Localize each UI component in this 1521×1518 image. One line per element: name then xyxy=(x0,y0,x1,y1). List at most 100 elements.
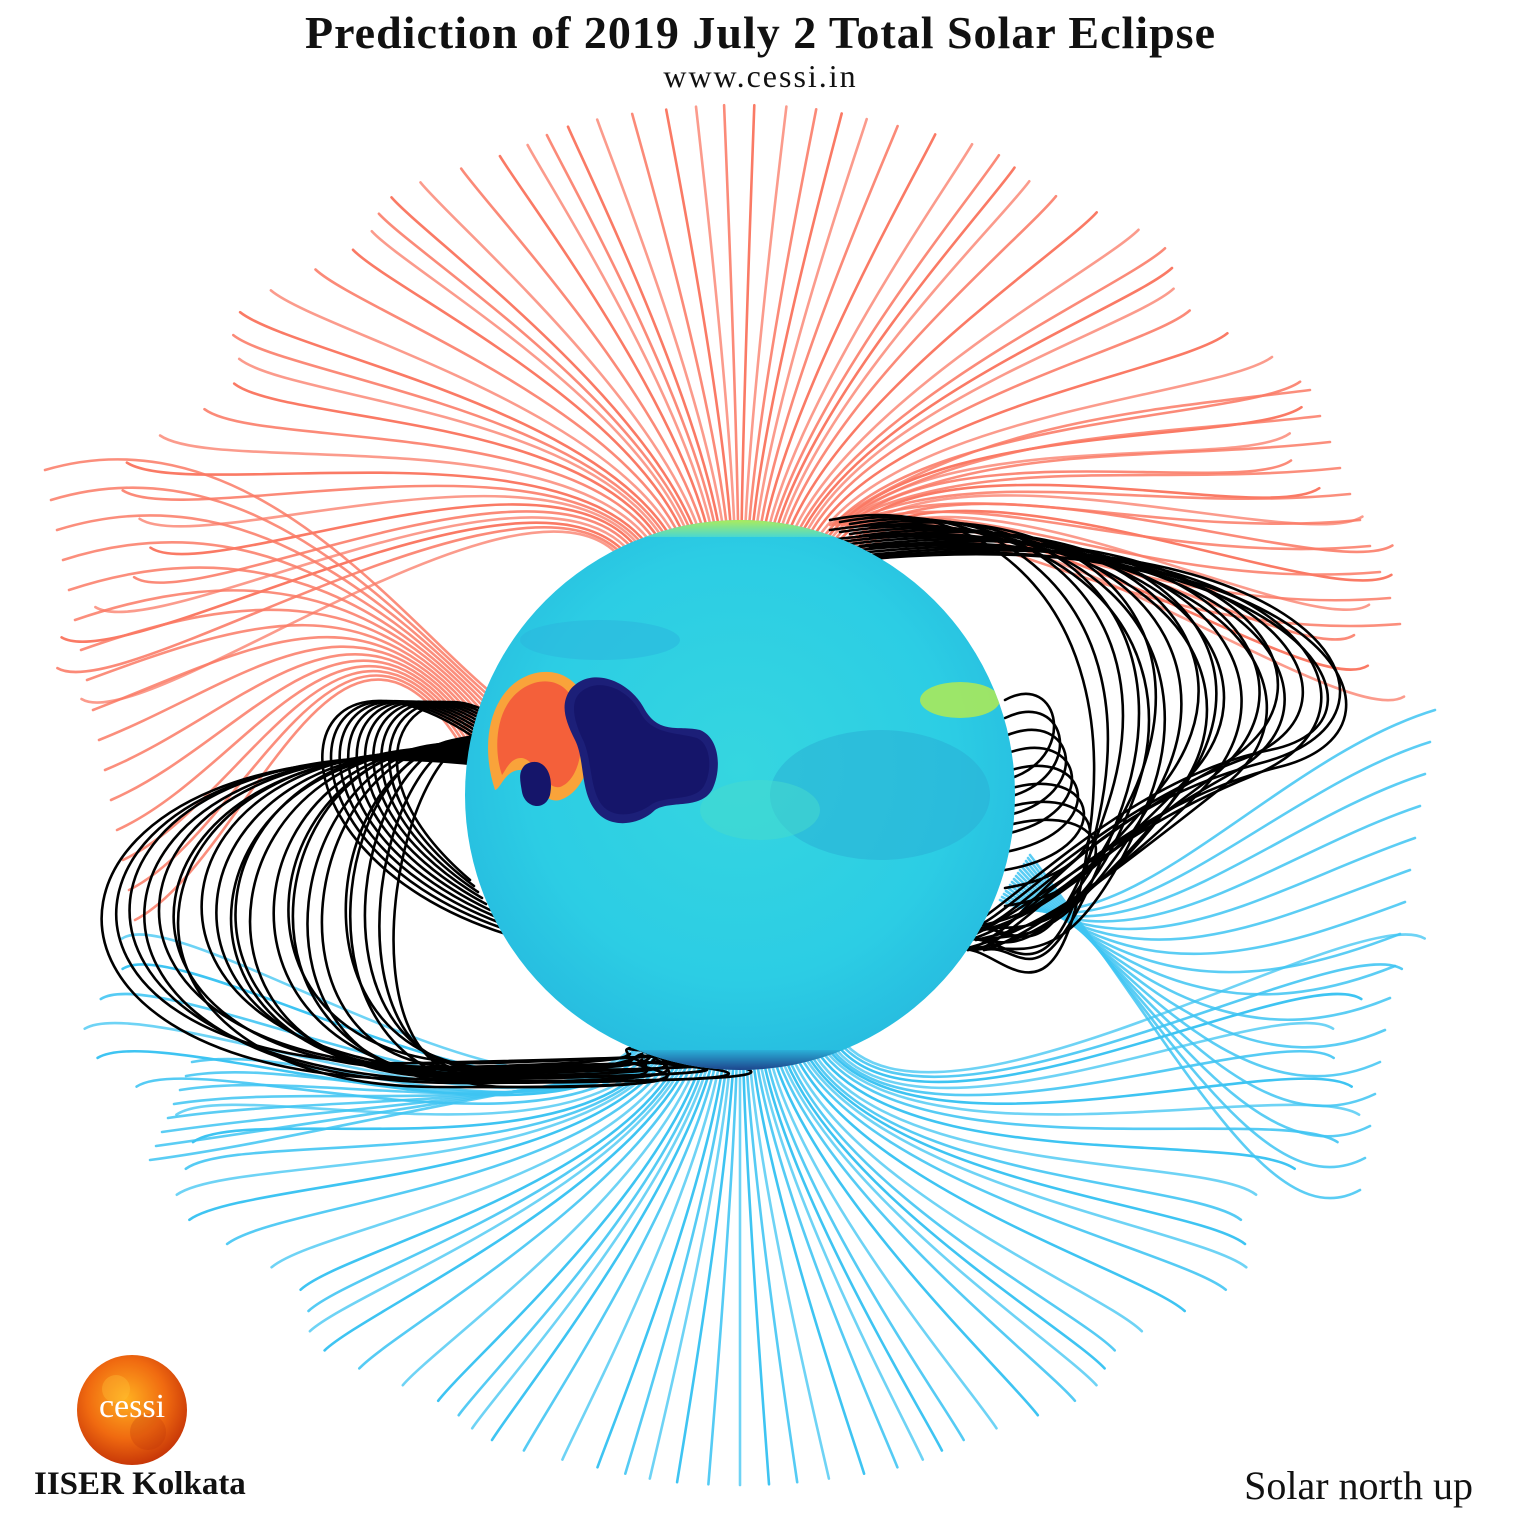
open-field-line xyxy=(779,194,1058,544)
open-field-line xyxy=(770,1050,1040,1417)
closed-field-loop xyxy=(868,549,1342,942)
open-field-line xyxy=(821,1034,1335,1097)
open-field-line xyxy=(828,992,1363,1084)
open-field-line xyxy=(225,1041,681,1246)
figure-title: Prediction of 2019 July 2 Total Solar Ec… xyxy=(305,7,1216,58)
open-field-line xyxy=(630,112,729,534)
open-field-line xyxy=(783,1046,1116,1352)
open-field-line xyxy=(765,142,974,539)
open-field-line xyxy=(419,181,704,543)
open-field-line xyxy=(323,1046,697,1352)
closed-field-loop xyxy=(1003,692,1056,782)
open-field-line xyxy=(761,133,937,538)
closed-field-loop xyxy=(395,700,502,882)
open-field-line xyxy=(596,1055,726,1469)
open-field-line xyxy=(149,503,648,563)
open-field-line xyxy=(158,434,662,558)
open-field-line xyxy=(834,933,1426,1074)
open-field-line xyxy=(121,484,655,561)
open-field-line xyxy=(61,540,496,714)
open-field-line xyxy=(741,1059,771,1486)
open-field-line xyxy=(55,514,498,710)
open-field-line xyxy=(1028,853,1362,1200)
open-field-line xyxy=(825,1021,1335,1090)
open-field-line xyxy=(783,211,1098,546)
open-field-line xyxy=(805,1039,1258,1196)
open-field-line xyxy=(595,118,726,536)
open-field-line xyxy=(751,1056,866,1475)
open-field-line xyxy=(767,1051,998,1430)
open-field-line xyxy=(799,1041,1247,1246)
open-field-line xyxy=(800,309,1191,552)
open-field-line xyxy=(307,1044,691,1313)
closed-field-loop xyxy=(1003,818,1098,908)
open-field-line xyxy=(390,196,701,544)
open-field-line xyxy=(837,466,1342,527)
open-field-line xyxy=(743,105,788,532)
open-field-line xyxy=(109,659,480,802)
open-field-line xyxy=(188,1040,678,1222)
open-field-line xyxy=(831,963,1404,1079)
closed-field-loop xyxy=(1003,782,1086,872)
open-field-line xyxy=(127,674,474,892)
open-field-line xyxy=(843,502,1362,527)
open-field-line xyxy=(351,248,690,548)
open-field-line xyxy=(775,180,1031,543)
closed-field-loop xyxy=(838,525,1167,952)
open-field-line xyxy=(807,355,1274,554)
open-field-line xyxy=(761,1053,944,1452)
open-field-line xyxy=(694,105,736,532)
open-field-line xyxy=(56,526,633,674)
closed-field-loop xyxy=(838,552,1348,952)
closed-field-loop xyxy=(338,699,502,924)
open-field-line xyxy=(664,108,733,533)
open-field-line xyxy=(60,521,637,644)
open-field-line xyxy=(786,228,1140,547)
closed-field-loop xyxy=(848,536,1243,952)
open-field-line xyxy=(772,166,1016,542)
open-field-line xyxy=(132,510,644,584)
website-link[interactable]: www.cessi.in xyxy=(663,58,858,94)
open-field-line xyxy=(748,1057,831,1480)
open-field-line xyxy=(457,1050,710,1417)
open-field-line xyxy=(561,1054,723,1461)
open-field-line xyxy=(498,154,711,541)
open-field-line xyxy=(786,1045,1144,1333)
open-field-line xyxy=(401,1048,703,1387)
closed-field-loop xyxy=(321,699,508,936)
open-field-line xyxy=(125,461,658,560)
closed-field-loops xyxy=(100,513,1348,1089)
open-field-line xyxy=(780,1047,1106,1370)
open-field-line xyxy=(747,108,818,533)
open-field-line xyxy=(314,268,687,549)
closed-field-loop xyxy=(1003,710,1062,800)
open-field-line xyxy=(998,708,1437,913)
open-field-line xyxy=(73,589,492,722)
open-field-line xyxy=(94,516,640,614)
open-field-line xyxy=(85,623,488,730)
solar-surface-magnetogram xyxy=(465,520,1015,1070)
open-field-line xyxy=(831,414,1322,527)
open-field-line xyxy=(796,1042,1248,1269)
closed-field-loop xyxy=(1003,746,1074,836)
open-field-line xyxy=(740,103,756,530)
open-field-line xyxy=(237,357,672,555)
open-field-line xyxy=(308,1045,694,1333)
open-field-line xyxy=(232,382,669,556)
open-field-line xyxy=(758,124,899,537)
closed-field-loop xyxy=(380,700,502,894)
open-field-line xyxy=(834,440,1332,527)
closed-field-loop xyxy=(355,700,502,912)
open-field-line xyxy=(764,1052,965,1442)
open-field-line xyxy=(745,1058,799,1484)
open-field-line xyxy=(67,566,494,718)
closed-field-loop xyxy=(1003,728,1068,818)
open-field-line xyxy=(358,1047,700,1370)
open-field-line xyxy=(754,1055,899,1469)
open-field-line xyxy=(793,1043,1228,1291)
open-field-line xyxy=(840,490,1352,527)
open-field-line xyxy=(566,125,722,537)
closed-field-loop xyxy=(346,700,502,918)
